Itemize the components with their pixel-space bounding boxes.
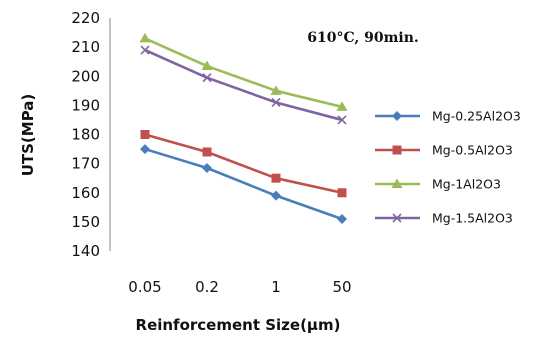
y-tick-label: 210 bbox=[71, 38, 100, 56]
data-point-x-stroke bbox=[140, 45, 150, 55]
data-point-triangle bbox=[270, 85, 282, 95]
data-point-x-stroke bbox=[271, 97, 281, 108]
x-tick-labels: 0.05 0.2 1 50 bbox=[128, 278, 351, 296]
x-tick-label: 1 bbox=[271, 278, 281, 296]
y-axis-title: UTS(MPa) bbox=[19, 94, 37, 177]
data-point-x bbox=[337, 115, 347, 125]
y-tick-label: 140 bbox=[71, 242, 100, 260]
legend-label: Mg-0.5Al2O3 bbox=[432, 143, 513, 158]
series-layer bbox=[139, 32, 348, 224]
series-line bbox=[144, 37, 343, 109]
legend-label: Mg-1.5Al2O3 bbox=[432, 211, 513, 226]
data-point-square bbox=[392, 145, 402, 155]
data-point-x bbox=[202, 73, 212, 83]
data-point-square bbox=[271, 173, 281, 183]
series-line bbox=[144, 133, 343, 195]
data-point-diamond bbox=[337, 213, 347, 224]
y-tick-label: 190 bbox=[71, 96, 100, 114]
data-point-x bbox=[271, 97, 281, 108]
y-tick-label: 220 bbox=[71, 9, 100, 27]
chart-annotation: 610°C, 90min. bbox=[307, 30, 419, 46]
y-tick-label: 180 bbox=[71, 126, 100, 144]
data-point-diamond bbox=[202, 162, 212, 173]
data-point-square bbox=[202, 147, 212, 157]
data-point-x-stroke bbox=[392, 213, 402, 223]
y-tick-labels: 140 150 160 170 180 190 200 210 220 bbox=[71, 9, 100, 260]
data-point-square bbox=[140, 130, 150, 139]
y-tick-label: 160 bbox=[71, 184, 100, 202]
x-tick-label: 0.05 bbox=[128, 278, 161, 296]
data-point-diamond bbox=[140, 144, 150, 155]
data-point-x bbox=[140, 45, 150, 55]
data-point-diamond bbox=[271, 190, 281, 201]
legend-label: Mg-1Al2O3 bbox=[432, 177, 501, 192]
x-tick-label: 50 bbox=[332, 278, 351, 296]
x-tick-label: 0.2 bbox=[195, 278, 219, 296]
series-line bbox=[144, 48, 343, 122]
y-tick-label: 170 bbox=[71, 155, 100, 173]
x-axis-title: Reinforcement Size(µm) bbox=[136, 316, 341, 334]
legend-label: Mg-0.25Al2O3 bbox=[432, 109, 521, 124]
data-point-x bbox=[392, 213, 402, 223]
series-line bbox=[144, 147, 343, 221]
y-tick-label: 200 bbox=[71, 67, 100, 85]
data-point-x-stroke bbox=[202, 73, 212, 83]
y-tick-label: 150 bbox=[71, 213, 100, 231]
data-point-diamond bbox=[392, 111, 402, 121]
data-point-triangle bbox=[201, 60, 213, 71]
data-point-triangle bbox=[139, 32, 151, 43]
data-point-triangle bbox=[391, 178, 403, 188]
legend: Mg-0.25Al2O3 Mg-0.5Al2O3 Mg-1Al2O3 Mg-1.5Al… bbox=[375, 109, 521, 226]
data-point-x-stroke bbox=[337, 115, 347, 125]
data-point-triangle bbox=[336, 101, 348, 111]
data-point-square bbox=[337, 188, 347, 198]
